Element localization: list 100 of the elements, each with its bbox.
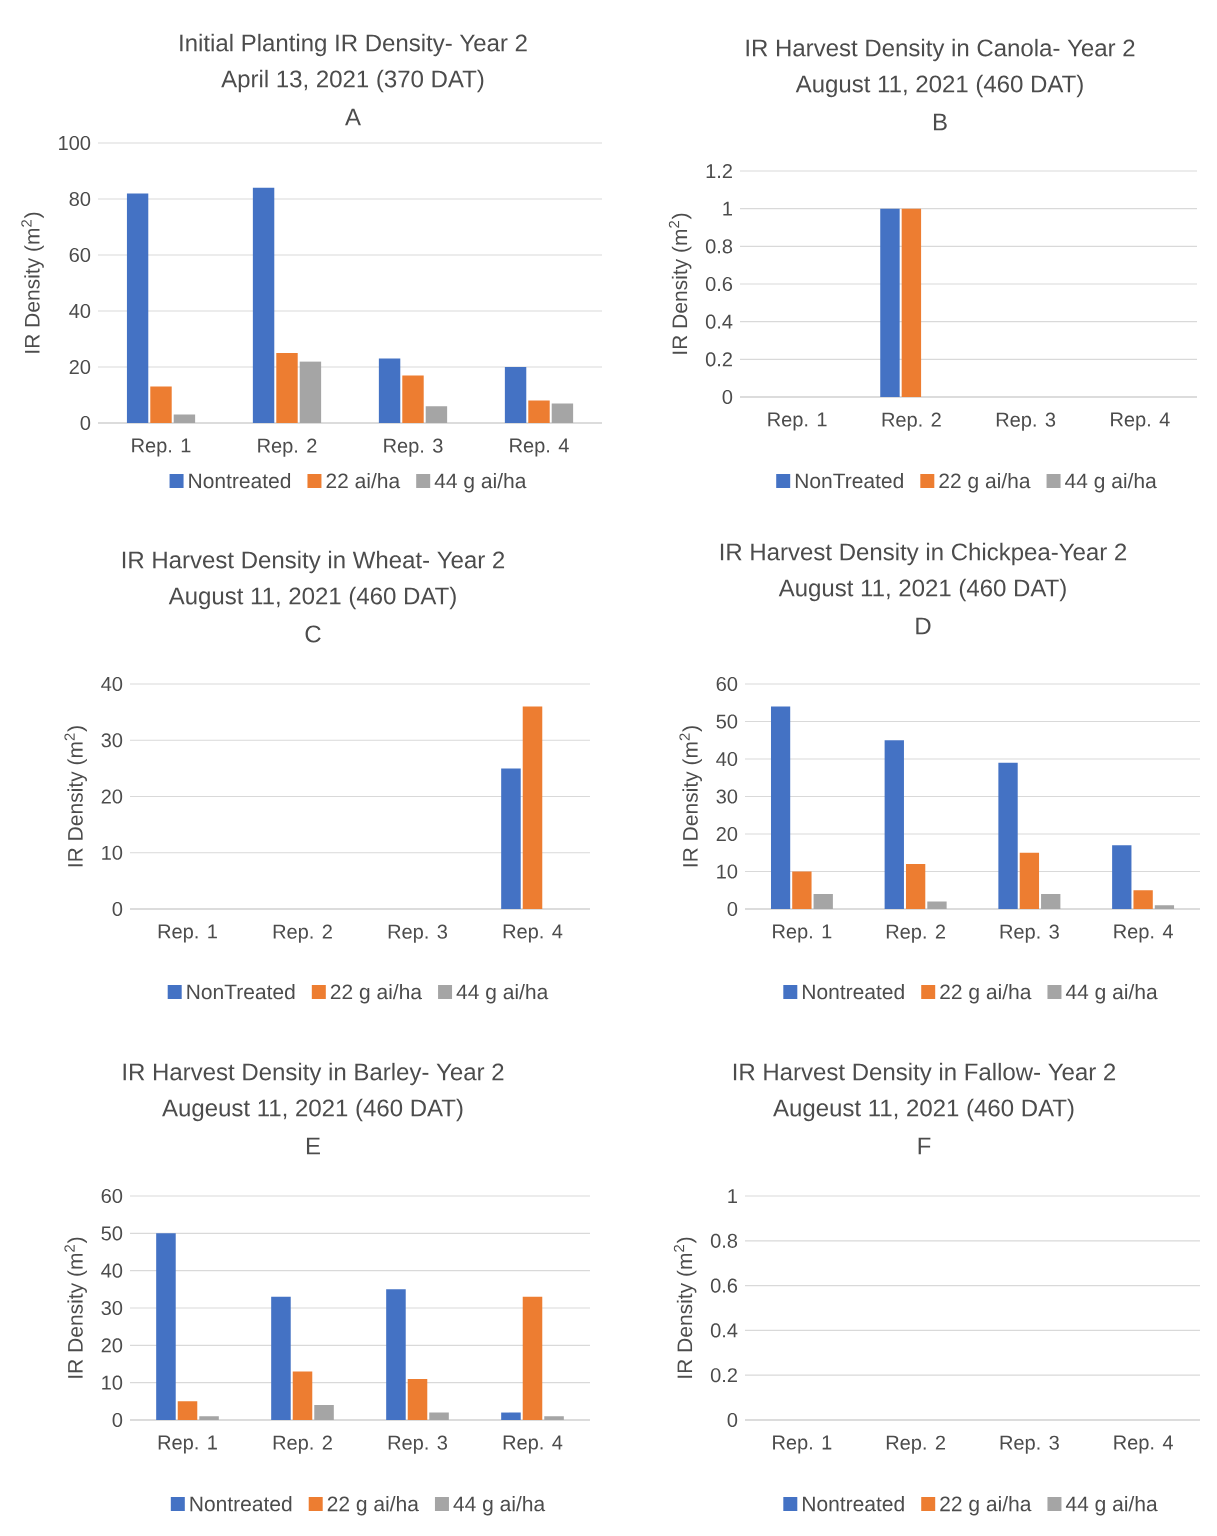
legend-label: 44 g ai/ha (1065, 1495, 1158, 1516)
bar (792, 871, 812, 910)
y-tick-label: 60 (716, 676, 738, 692)
bar (386, 1289, 406, 1421)
legend-label: 44 g ai/ha (1065, 983, 1158, 1004)
x-tick-label: Rep. 1 (158, 1435, 217, 1454)
chart-title: IR Harvest Density in Wheat- Year 2 (122, 550, 505, 574)
y-tick-label: 80 (69, 191, 91, 207)
legend-label: 22 ai/ha (326, 472, 401, 489)
y-axis-title: IR Density (m$^{2}$) (21, 212, 44, 353)
bar (150, 386, 172, 423)
legend-label: 22 g ai/ha (940, 1495, 1032, 1516)
y-tick-label: 60 (101, 1188, 123, 1204)
legend-label: 44 g ai/ha (1065, 472, 1157, 493)
chart-title: Initial Planting IR Density- Year 2 (180, 33, 527, 57)
chart-title: IR Harvest Density in Canola- Year 2 (746, 38, 1135, 62)
x-tick-label: Rep. 2 (273, 1435, 332, 1454)
bar (813, 894, 833, 910)
legend-label: Nontreated (803, 1495, 904, 1512)
bar (1154, 905, 1175, 910)
x-tick-label: Rep. 4 (503, 924, 563, 943)
x-tick-label: Rep. 2 (886, 1435, 946, 1454)
x-tick-label: Rep. 1 (773, 924, 832, 943)
y-tick-label: 20 (101, 1338, 123, 1353)
x-tick-label: Rep. 1 (132, 438, 191, 457)
x-tick-label: Rep. 1 (773, 1435, 832, 1454)
legend-label: 22 g ai/ha (940, 983, 1032, 1004)
y-tick-label: 40 (69, 303, 91, 319)
y-tick-label: 0 (112, 901, 123, 917)
x-tick-label: Rep. 3 (388, 924, 448, 943)
bar (927, 901, 947, 910)
y-tick-label: 1 (728, 1189, 737, 1203)
bar (156, 1233, 176, 1421)
legend-label: Nontreated (189, 472, 291, 489)
bar (126, 193, 149, 423)
chart-subtitle: August 11, 2021 (460 DAT) (168, 586, 456, 610)
y-tick-label: 1.2 (706, 164, 732, 178)
bar (1133, 890, 1153, 910)
x-tick-label: Rep. 3 (996, 412, 1056, 431)
bar (276, 353, 298, 423)
x-tick-label: Rep. 1 (158, 924, 217, 943)
y-tick-label: 0.2 (710, 1368, 737, 1383)
legend-label: 44 g ai/ha (434, 472, 527, 493)
bar (429, 1412, 449, 1421)
legend-label: 44 g ai/ha (456, 983, 549, 1004)
x-tick-label: Rep. 2 (273, 924, 332, 943)
bar (378, 358, 401, 423)
x-tick-label: Rep. 4 (1114, 1435, 1173, 1454)
text: D (916, 617, 931, 635)
x-tick-label: Rep. 3 (1000, 1435, 1059, 1454)
bar (770, 706, 791, 910)
legend-label: NonTreated (187, 983, 295, 1000)
text: A (345, 108, 361, 126)
bar (1019, 852, 1040, 910)
bar (501, 1412, 521, 1421)
chart-subtitle: April 13, 2021 (370 DAT) (221, 69, 484, 93)
x-tick-label: Rep. 2 (886, 924, 946, 943)
y-tick-label: 0.6 (705, 276, 733, 292)
y-tick-label: 0 (112, 1412, 123, 1428)
y-tick-label: 0.8 (710, 1233, 738, 1248)
bar (1112, 845, 1132, 910)
y-tick-label: 0.6 (710, 1278, 738, 1293)
y-tick-label: 30 (101, 733, 123, 748)
y-axis-title: IR Density (m$^{2}$) (64, 726, 87, 867)
y-axis-title: IR Density (m$^{2}$) (64, 1237, 87, 1378)
y-axis-title: IR Density (m$^{2}$) (668, 213, 692, 354)
y-tick-label: 0.8 (705, 239, 733, 254)
bar (299, 361, 322, 423)
y-tick-label: 10 (102, 845, 123, 860)
x-tick-label: Rep. 2 (258, 438, 317, 457)
bar (407, 1378, 428, 1421)
bar (314, 1405, 334, 1421)
legend-label: 22 g ai/ha (939, 472, 1031, 493)
legend-label: 22 g ai/ha (330, 983, 423, 1004)
y-tick-label: 40 (716, 751, 738, 767)
bar (1041, 894, 1061, 910)
legend-label: 44 g ai/ha (453, 1495, 546, 1516)
x-tick-label: Rep. 4 (1114, 924, 1173, 943)
chart-title: IR Harvest Density in Barley- Year 2 (123, 1062, 504, 1086)
bar (528, 400, 550, 423)
bar (173, 414, 196, 423)
bar (199, 1416, 219, 1421)
legend-label: Nontreated (190, 1495, 292, 1512)
y-tick-label: 50 (716, 714, 738, 729)
bar (551, 403, 574, 423)
chart-subtitle: August 11, 2021 (460 DAT) (778, 578, 1066, 602)
x-tick-label: Rep. 4 (503, 1435, 563, 1454)
y-tick-label: 40 (101, 676, 123, 692)
y-tick-label: 50 (101, 1226, 123, 1241)
text: B (933, 113, 947, 131)
legend-label: NonTreated (795, 472, 903, 489)
y-tick-label: 0.2 (705, 352, 732, 367)
bar (271, 1296, 291, 1421)
chart-title: IR Harvest Density in Fallow- Year 2 (733, 1062, 1116, 1086)
y-tick-label: 30 (101, 1300, 123, 1316)
y-tick-label: 100 (59, 135, 91, 151)
y-tick-label: 10 (102, 1375, 123, 1390)
bar (998, 762, 1018, 910)
bar (425, 406, 448, 423)
text: E (306, 1137, 320, 1155)
